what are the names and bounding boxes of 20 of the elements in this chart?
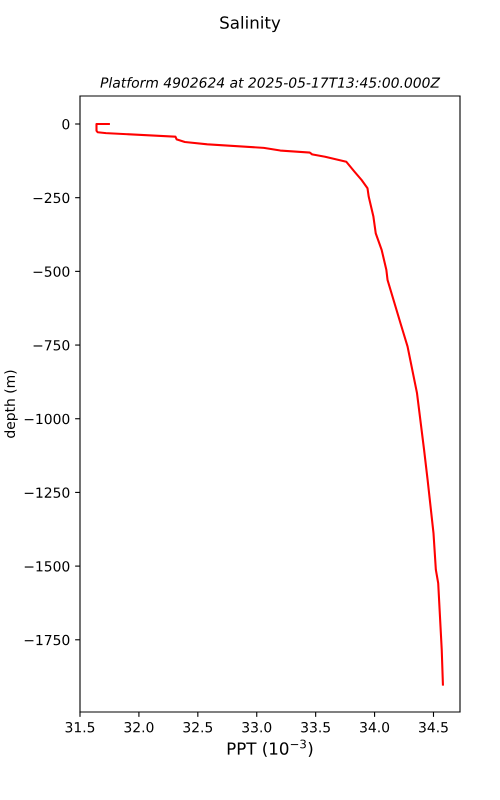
x-tick-label: 34.0 bbox=[360, 722, 390, 732]
x-tick-label: 33.0 bbox=[242, 722, 272, 732]
y-tick-label: −1000 bbox=[24, 414, 70, 424]
y-tick-label: −500 bbox=[34, 266, 70, 277]
x-tick-label: 32.0 bbox=[124, 722, 154, 732]
line-series bbox=[95, 122, 444, 686]
y-tick-label: 0 bbox=[62, 118, 70, 130]
y-tick-label: −1500 bbox=[24, 561, 70, 572]
chart-subtitle: Platform 4902624 at 2025-05-17T13:45:00.000Z bbox=[100, 77, 440, 88]
y-tick-label: −1250 bbox=[24, 487, 70, 498]
y-tick-label: −1750 bbox=[24, 634, 70, 646]
x-tick-label: 32.5 bbox=[183, 722, 212, 732]
x-tick-label: 33.5 bbox=[301, 722, 330, 732]
x-tick-label: 34.5 bbox=[419, 722, 448, 732]
x-tick-label: 31.5 bbox=[66, 722, 94, 732]
chart-title: Salinity bbox=[220, 16, 280, 32]
y-tick-label: −750 bbox=[34, 340, 70, 351]
y-tick-label: −250 bbox=[34, 192, 70, 204]
y-axis-title: depth (m) bbox=[4, 370, 18, 438]
x-axis-title: PPT (10$^{−3}$) bbox=[228, 740, 312, 757]
